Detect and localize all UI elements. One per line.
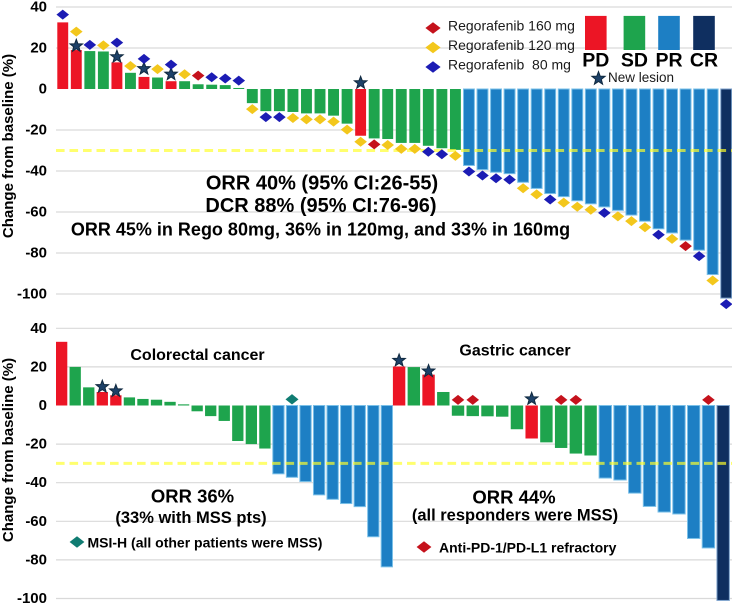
svg-text:-80: -80	[25, 245, 47, 262]
svg-text:-40: -40	[25, 474, 47, 491]
svg-text:Colorectal cancer: Colorectal cancer	[130, 347, 264, 364]
svg-text:PR: PR	[655, 50, 682, 72]
svg-text:(33% with MSS pts): (33% with MSS pts)	[115, 509, 266, 527]
svg-text:Gastric cancer: Gastric cancer	[459, 343, 570, 360]
svg-text:Change from baseline (%): Change from baseline (%)	[0, 358, 17, 542]
svg-text:20: 20	[30, 358, 47, 375]
svg-text:-60: -60	[25, 204, 47, 221]
svg-text:-100: -100	[17, 286, 47, 303]
svg-text:(all responders were MSS): (all responders were MSS)	[412, 507, 618, 525]
svg-text:PD: PD	[582, 50, 609, 72]
svg-text:ORR 45% in Rego 80mg, 36% in 1: ORR 45% in Rego 80mg, 36% in 120mg, and …	[71, 220, 570, 240]
svg-text:DCR 88% (95% CI:76-96): DCR 88% (95% CI:76-96)	[205, 195, 436, 217]
svg-text:MSI-H (all other patients were: MSI-H (all other patients were MSS)	[88, 535, 323, 551]
svg-text:-20: -20	[25, 436, 47, 453]
svg-text:0: 0	[39, 397, 47, 414]
svg-text:20: 20	[30, 40, 47, 57]
svg-text:ORR 36%: ORR 36%	[151, 486, 234, 507]
svg-text:-40: -40	[25, 163, 47, 180]
svg-text:-20: -20	[25, 122, 47, 139]
svg-text:Change from baseline (%): Change from baseline (%)	[0, 54, 17, 238]
svg-text:-80: -80	[25, 551, 47, 568]
svg-text:-60: -60	[25, 513, 47, 530]
svg-text:0: 0	[39, 81, 47, 98]
svg-text:Regorafenib 160 mg: Regorafenib 160 mg	[448, 18, 575, 34]
svg-text:Regorafenib 120 mg: Regorafenib 120 mg	[448, 37, 575, 53]
svg-text:40: 40	[30, 0, 47, 16]
svg-text:ORR 44%: ORR 44%	[472, 487, 555, 508]
svg-text:Regorafenib 80 mg: Regorafenib 80 mg	[448, 57, 571, 73]
svg-text:Anti-PD-1/PD-L1 refractory: Anti-PD-1/PD-L1 refractory	[439, 540, 617, 556]
svg-text:New lesion: New lesion	[608, 70, 674, 85]
svg-text:SD: SD	[621, 50, 648, 72]
svg-text:CR: CR	[690, 50, 718, 72]
svg-text:-100: -100	[17, 590, 47, 606]
svg-text:40: 40	[30, 320, 47, 337]
svg-text:ORR 40% (95% CI:26-55): ORR 40% (95% CI:26-55)	[206, 173, 438, 195]
